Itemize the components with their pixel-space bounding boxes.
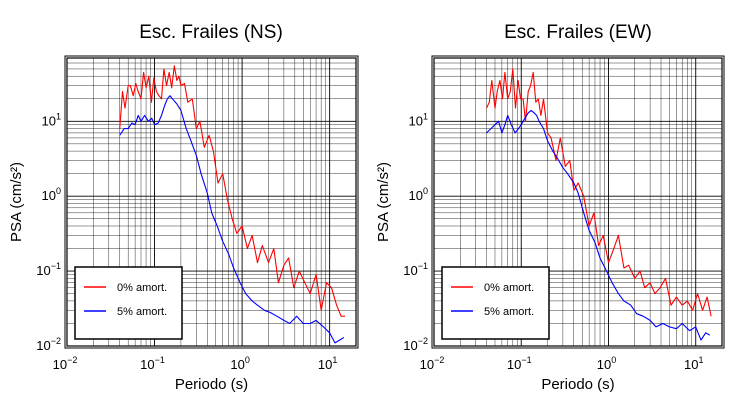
legend-label: 5% amort. <box>117 306 167 318</box>
plot-frame-outer <box>64 55 359 349</box>
series-line-red <box>486 68 712 317</box>
y-tick-label: 10−1 <box>403 261 428 278</box>
chart-panel-ew: Esc. Frailes (EW) Periodo (s) PSA (cm/s²) 1… <box>375 22 725 393</box>
y-axis-label: PSA (cm/s²) <box>8 162 25 242</box>
y-tick-label: 10−1 <box>36 261 61 278</box>
legend-label: 0% amort. <box>484 282 534 294</box>
series-line-blue <box>119 95 345 344</box>
chart-panel-ns: Esc. Frailes (NS) Periodo (s) PSA (cm/s²) 1… <box>8 22 359 393</box>
chart-title: Esc. Frailes (NS) <box>139 22 283 43</box>
x-axis-label: Periodo (s) <box>175 376 248 393</box>
y-tick-label: 10−2 <box>36 336 61 353</box>
chart-title: Esc. Frailes (EW) <box>504 22 652 43</box>
x-tick-label: 10−1 <box>507 355 532 372</box>
x-axis-label: Periodo (s) <box>541 376 614 393</box>
legend-label: 5% amort. <box>484 306 534 318</box>
y-tick-label: 101 <box>42 111 61 128</box>
x-tick-label: 100 <box>230 355 249 372</box>
y-tick-label: 101 <box>409 111 428 128</box>
x-tick-label: 101 <box>318 355 337 372</box>
series-line-red <box>119 65 346 317</box>
legend-box <box>74 266 183 340</box>
x-tick-label: 10−2 <box>53 355 78 372</box>
x-tick-label: 100 <box>597 355 616 372</box>
legend: 0% amort. 5% amort. <box>441 266 550 340</box>
y-tick-label: 100 <box>42 186 61 203</box>
x-tick-label: 10−1 <box>140 355 165 372</box>
y-tick-label: 10−2 <box>403 336 428 353</box>
y-axis-label: PSA (cm/s²) <box>375 162 392 242</box>
legend-label: 0% amort. <box>117 282 167 294</box>
legend-box <box>441 266 550 340</box>
y-tick-label: 100 <box>409 186 428 203</box>
legend: 0% amort. 5% amort. <box>74 266 183 340</box>
x-tick-label: 10−2 <box>420 355 445 372</box>
x-tick-label: 101 <box>684 355 703 372</box>
series-line-blue <box>486 109 711 341</box>
plot-frame <box>66 57 357 347</box>
plot-frame-outer <box>431 55 725 349</box>
plot-frame <box>433 57 723 347</box>
